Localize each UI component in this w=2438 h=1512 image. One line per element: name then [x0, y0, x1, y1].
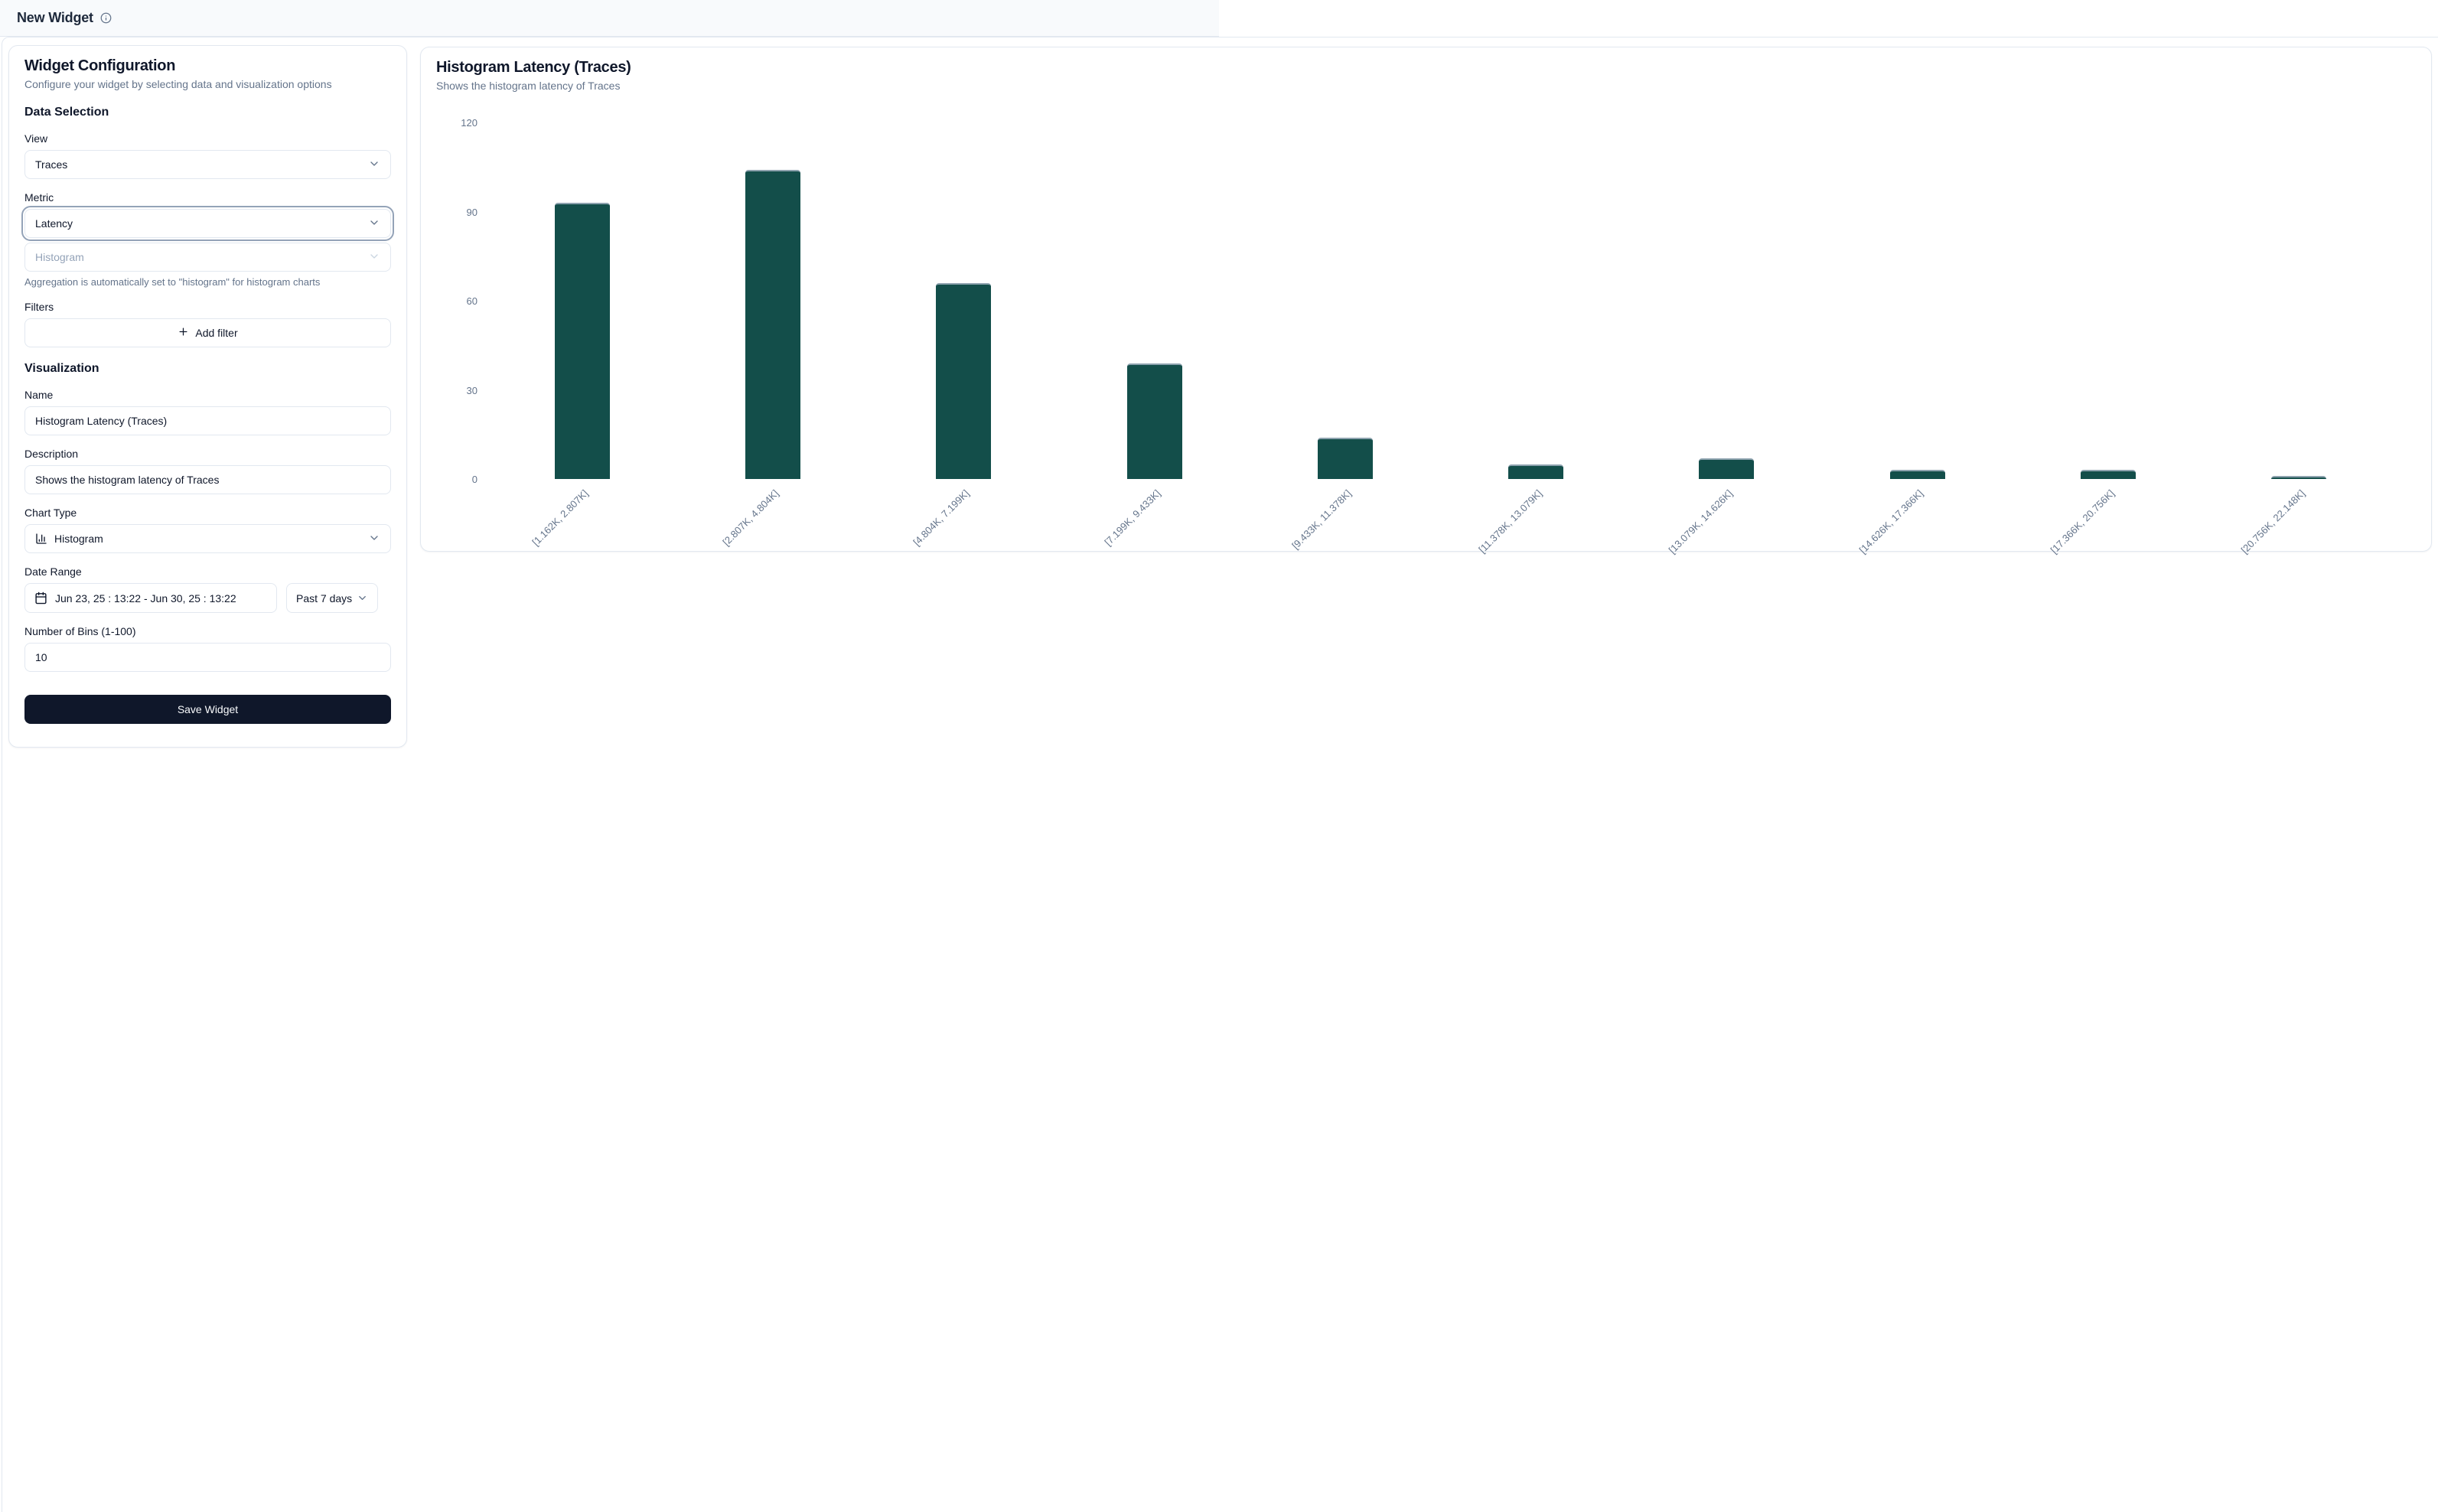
histogram-bar: [1317, 438, 1373, 479]
chevron-down-icon: [368, 532, 380, 546]
config-card-title: Widget Configuration: [24, 57, 176, 74]
y-tick-label: 30: [466, 384, 477, 396]
bins-input[interactable]: [24, 643, 391, 672]
chart-type-select[interactable]: Histogram: [24, 524, 391, 553]
date-range-row: Jun 23, 25 : 13:22 - Jun 30, 25 : 13:22 …: [24, 583, 391, 613]
info-icon[interactable]: [100, 12, 112, 24]
save-widget-button[interactable]: Save Widget: [24, 695, 391, 724]
calendar-icon: [34, 591, 47, 604]
x-tick-label: [1.162K, 2.807K]: [530, 487, 591, 549]
aggregation-select: Histogram: [24, 243, 391, 272]
chevron-down-icon: [368, 217, 380, 231]
y-axis: 0 30 60 90 120: [436, 117, 477, 485]
histogram-bar: [1889, 470, 1945, 479]
metric-select-value: Latency: [35, 217, 73, 230]
date-preset-value: Past 7 days: [296, 591, 353, 604]
histogram-chart: 0 30 60 90 120 [1.162K, 2.807K] [2.807K, 4.80…: [436, 117, 2416, 556]
y-tick-label: 60: [466, 295, 477, 307]
view-select[interactable]: Traces: [24, 150, 391, 179]
bar-slot: [1822, 122, 2013, 479]
data-selection-heading: Data Selection: [24, 106, 109, 119]
histogram-bar: [936, 283, 992, 479]
x-tick-label: [7.199K, 9.433K]: [1102, 487, 1163, 549]
x-tick-label: [2.807K, 4.804K]: [720, 487, 781, 549]
date-range-label: Date Range: [24, 565, 82, 578]
x-tick-label: [9.433K, 11.378K]: [1289, 487, 1354, 552]
description-label: Description: [24, 448, 79, 460]
histogram-chart-icon: [35, 533, 47, 545]
x-tick-label: [17.366K, 20.756K]: [2048, 487, 2117, 556]
x-tick-label: [14.626K, 17.366K]: [1857, 487, 1926, 556]
bar-slot: [1250, 122, 1440, 479]
chevron-down-icon: [368, 158, 380, 172]
description-input[interactable]: [24, 465, 391, 494]
x-label-slot: [11.378K, 13.079K]: [1440, 481, 1631, 556]
add-filter-button[interactable]: Add filter: [24, 318, 391, 347]
widget-configuration-card: Widget Configuration Configure your widg…: [8, 45, 407, 748]
chart-subtitle: Shows the histogram latency of Traces: [436, 80, 621, 92]
topbar: New Widget: [0, 0, 1219, 37]
x-label-slot: [20.756K, 22.148K]: [2204, 481, 2394, 556]
x-label-slot: [4.804K, 7.199K]: [869, 481, 1059, 549]
y-tick-label: 0: [471, 474, 477, 485]
visualization-heading: Visualization: [24, 362, 99, 375]
x-label-slot: [1.162K, 2.807K]: [487, 481, 677, 549]
x-label-slot: [14.626K, 17.366K]: [1822, 481, 2013, 556]
x-tick-label: [13.079K, 14.626K]: [1666, 487, 1736, 556]
x-tick-label: [20.756K, 22.148K]: [2238, 487, 2307, 556]
view-label: View: [24, 132, 48, 145]
bins-label: Number of Bins (1-100): [24, 625, 136, 637]
histogram-bar: [1508, 464, 1564, 479]
page-title: New Widget: [17, 10, 93, 25]
name-label: Name: [24, 389, 54, 401]
content-area: Widget Configuration Configure your widg…: [2, 37, 2438, 1512]
aggregation-note: Aggregation is automatically set to "his…: [24, 276, 321, 288]
filters-label: Filters: [24, 301, 54, 313]
bar-slot: [1059, 122, 1250, 479]
chart-preview-card: Histogram Latency (Traces) Shows the his…: [420, 47, 2432, 556]
add-filter-label: Add filter: [195, 327, 238, 339]
view-select-value: Traces: [35, 158, 68, 171]
name-input[interactable]: [24, 406, 391, 435]
x-tick-label: [4.804K, 7.199K]: [911, 487, 972, 549]
y-tick-label: 90: [466, 206, 477, 218]
date-preset-button[interactable]: Past 7 days: [286, 583, 379, 613]
x-label-slot: [2.807K, 4.804K]: [677, 481, 868, 549]
histogram-bar: [745, 170, 800, 479]
x-label-slot: [17.366K, 20.756K]: [2013, 481, 2203, 556]
bar-slot: [2204, 122, 2394, 479]
bars-area: [487, 122, 2394, 479]
histogram-bar: [1699, 458, 1755, 479]
plus-icon: [178, 326, 189, 340]
bar-slot: [1631, 122, 1822, 479]
x-label-slot: [13.079K, 14.626K]: [1631, 481, 1822, 556]
metric-select[interactable]: Latency: [21, 206, 394, 241]
bar-slot: [487, 122, 677, 479]
histogram-bar: [554, 203, 610, 479]
bar-slot: [2013, 122, 2203, 479]
bar-slot: [1440, 122, 1631, 479]
histogram-bar: [2081, 470, 2137, 479]
date-range-value: Jun 23, 25 : 13:22 - Jun 30, 25 : 13:22: [55, 591, 236, 604]
aggregation-select-value: Histogram: [35, 251, 84, 263]
chart-type-label: Chart Type: [24, 507, 77, 519]
histogram-bar: [1126, 363, 1182, 479]
date-range-button[interactable]: Jun 23, 25 : 13:22 - Jun 30, 25 : 13:22: [24, 583, 277, 613]
config-card-subtitle: Configure your widget by selecting data …: [24, 78, 332, 90]
bar-slot: [677, 122, 868, 479]
metric-label: Metric: [24, 191, 54, 204]
chart-title: Histogram Latency (Traces): [436, 59, 631, 76]
x-label-slot: [7.199K, 9.433K]: [1059, 481, 1250, 549]
x-label-slot: [9.433K, 11.378K]: [1250, 481, 1440, 552]
chevron-down-icon: [368, 250, 380, 265]
y-tick-label: 120: [461, 117, 477, 129]
histogram-bar: [2271, 476, 2327, 479]
x-axis-labels: [1.162K, 2.807K] [2.807K, 4.804K] [4.804K,…: [487, 481, 2394, 556]
bar-slot: [869, 122, 1059, 479]
chevron-down-icon: [357, 592, 368, 604]
chart-type-select-value: Histogram: [54, 533, 103, 545]
x-tick-label: [11.378K, 13.079K]: [1476, 487, 1544, 556]
